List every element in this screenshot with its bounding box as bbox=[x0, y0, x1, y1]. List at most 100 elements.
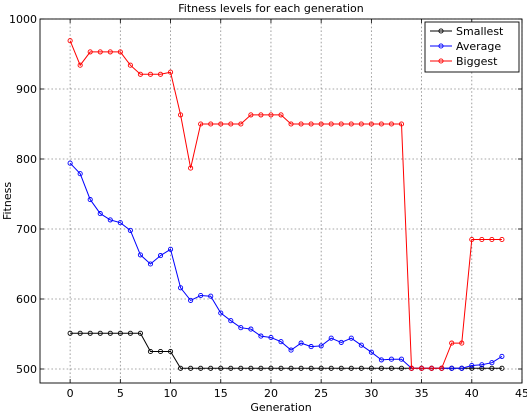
data-point-average bbox=[489, 360, 495, 366]
series-line-smallest bbox=[70, 332, 502, 369]
data-point-biggest bbox=[368, 121, 374, 127]
data-point-biggest bbox=[218, 121, 224, 127]
data-point-smallest bbox=[127, 330, 133, 336]
data-point-biggest bbox=[248, 112, 254, 118]
data-point-smallest bbox=[218, 365, 224, 371]
data-point-biggest bbox=[308, 121, 314, 127]
data-point-biggest bbox=[238, 121, 244, 127]
data-point-biggest bbox=[67, 38, 73, 44]
legend-label-average: Average bbox=[456, 40, 501, 53]
data-point-biggest bbox=[358, 121, 364, 127]
data-point-biggest bbox=[97, 49, 103, 55]
data-point-smallest bbox=[238, 365, 244, 371]
data-point-biggest bbox=[398, 121, 405, 127]
y-tick-label: 700 bbox=[16, 223, 37, 236]
data-point-average bbox=[198, 292, 204, 299]
data-point-biggest bbox=[328, 121, 334, 127]
data-point-smallest bbox=[328, 365, 334, 371]
legend-label-smallest: Smallest bbox=[456, 25, 504, 38]
data-point-biggest bbox=[167, 69, 174, 75]
data-point-average bbox=[368, 349, 374, 355]
data-point-biggest bbox=[469, 236, 475, 243]
data-point-smallest bbox=[87, 330, 93, 336]
data-point-smallest bbox=[167, 348, 174, 355]
data-point-smallest bbox=[77, 330, 83, 336]
data-point-biggest bbox=[318, 121, 324, 127]
data-point-biggest bbox=[499, 236, 505, 243]
data-point-average bbox=[137, 252, 143, 258]
axis-ticks: 0 5 10 15 20 25 30 35 40 45 500 600 700 800 900 1000 bbox=[9, 13, 527, 400]
series-average bbox=[67, 160, 505, 371]
series-line-biggest bbox=[69, 40, 502, 369]
data-point-average bbox=[258, 333, 264, 339]
data-point-biggest bbox=[157, 71, 164, 77]
x-tick-label: 25 bbox=[314, 387, 328, 400]
data-point-biggest bbox=[338, 121, 344, 127]
data-point-biggest bbox=[449, 340, 455, 346]
data-point-average bbox=[449, 365, 455, 371]
plot-area-frame bbox=[39, 18, 523, 384]
x-tick-label: 20 bbox=[264, 387, 278, 400]
x-axis-label: Generation bbox=[250, 401, 311, 414]
series-group bbox=[67, 38, 505, 371]
series-line-average bbox=[69, 162, 503, 369]
data-point-smallest bbox=[278, 365, 284, 371]
data-point-average bbox=[127, 227, 133, 233]
data-point-smallest bbox=[489, 365, 495, 371]
legend-item-smallest: Smallest bbox=[430, 25, 504, 38]
data-point-average bbox=[117, 220, 123, 226]
data-point-biggest bbox=[348, 121, 354, 127]
data-point-smallest bbox=[248, 365, 254, 371]
data-point-smallest bbox=[228, 365, 234, 371]
data-point-biggest bbox=[388, 121, 395, 127]
data-point-average bbox=[388, 356, 395, 362]
y-tick-label: 600 bbox=[16, 293, 37, 306]
data-point-biggest bbox=[178, 112, 184, 118]
data-point-smallest bbox=[358, 365, 364, 371]
data-point-biggest bbox=[298, 121, 304, 127]
data-point-smallest bbox=[157, 348, 164, 355]
legend-marker-smallest bbox=[438, 28, 444, 34]
data-point-average bbox=[228, 318, 234, 324]
data-point-biggest bbox=[228, 121, 234, 127]
data-point-smallest bbox=[178, 365, 184, 371]
data-point-biggest bbox=[87, 49, 93, 55]
data-point-average bbox=[268, 334, 274, 341]
data-point-biggest bbox=[429, 365, 435, 371]
data-point-average bbox=[167, 246, 174, 252]
data-point-biggest bbox=[268, 112, 274, 118]
data-point-average bbox=[298, 340, 304, 346]
data-point-average bbox=[288, 347, 294, 353]
data-point-biggest bbox=[127, 62, 133, 68]
data-point-biggest bbox=[378, 121, 384, 127]
data-point-smallest bbox=[298, 365, 304, 371]
y-tick-label: 500 bbox=[16, 363, 37, 376]
data-point-smallest bbox=[258, 365, 264, 371]
data-point-biggest bbox=[408, 365, 415, 371]
data-point-average bbox=[147, 261, 154, 267]
y-axis-label: Fitness bbox=[1, 182, 14, 220]
data-point-biggest bbox=[489, 236, 495, 243]
data-point-average bbox=[178, 285, 184, 291]
data-point-average bbox=[278, 339, 284, 345]
data-point-average bbox=[218, 310, 224, 316]
data-point-biggest bbox=[198, 121, 204, 127]
data-point-average bbox=[328, 335, 334, 341]
chart-title: Fitness levels for each generation bbox=[178, 2, 363, 15]
data-point-smallest bbox=[318, 365, 324, 371]
data-point-smallest bbox=[208, 365, 214, 371]
data-point-biggest bbox=[258, 112, 264, 118]
data-point-smallest bbox=[338, 365, 344, 371]
data-point-average bbox=[459, 365, 465, 371]
data-point-biggest bbox=[77, 62, 83, 68]
data-point-smallest bbox=[97, 330, 103, 336]
data-point-average bbox=[338, 339, 344, 345]
data-point-smallest bbox=[288, 365, 294, 371]
data-point-smallest bbox=[198, 365, 204, 371]
data-point-biggest bbox=[439, 365, 445, 371]
data-point-smallest bbox=[398, 365, 405, 371]
data-point-average bbox=[238, 325, 244, 331]
data-point-biggest bbox=[188, 165, 194, 171]
